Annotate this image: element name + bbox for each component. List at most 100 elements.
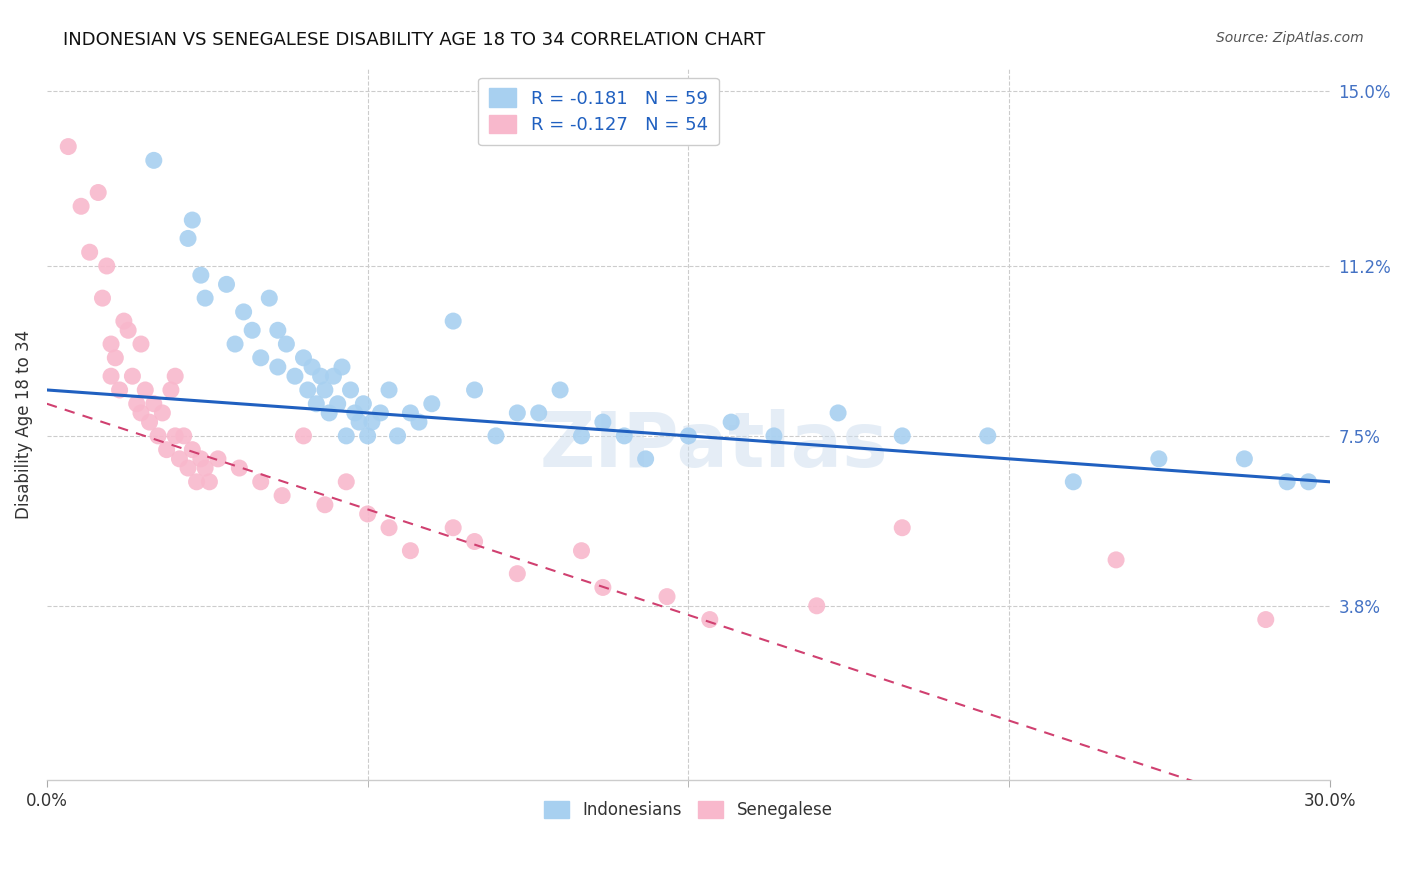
Point [240,323,263,337]
Point [129,337,152,351]
Point [259,291,281,305]
Point [267,323,290,337]
Point [121,369,143,384]
Point [370,406,392,420]
Point [827,406,849,420]
Point [326,397,349,411]
Point [339,383,361,397]
Point [1298,475,1320,489]
Point [142,153,165,168]
Point [399,543,422,558]
Point [160,383,183,397]
Point [655,590,678,604]
Point [104,351,127,365]
Point [592,581,614,595]
Point [165,429,187,443]
Point [134,383,156,397]
Point [464,534,486,549]
Point [548,383,571,397]
Point [156,442,179,457]
Point [720,415,742,429]
Point [181,442,204,457]
Point [117,323,139,337]
Point [100,337,122,351]
Point [592,415,614,429]
Text: ZIPatlas: ZIPatlas [540,409,889,483]
Point [1233,451,1256,466]
Y-axis label: Disability Age 18 to 34: Disability Age 18 to 34 [15,330,32,519]
Point [399,406,422,420]
Point [977,429,1000,443]
Point [297,383,319,397]
Point [1105,553,1128,567]
Point [146,429,169,443]
Point [58,139,80,153]
Point [441,314,464,328]
Point [165,369,187,384]
Point [361,415,384,429]
Point [678,429,700,443]
Point [138,415,160,429]
Point [96,259,118,273]
Point [305,397,328,411]
Point [292,429,315,443]
Point [1062,475,1084,489]
Point [806,599,828,613]
Point [408,415,430,429]
Point [207,451,229,466]
Point [335,475,357,489]
Text: INDONESIAN VS SENEGALESE DISABILITY AGE 18 TO 34 CORRELATION CHART: INDONESIAN VS SENEGALESE DISABILITY AGE … [63,31,765,49]
Point [284,369,307,384]
Point [347,415,370,429]
Point [198,475,221,489]
Point [87,186,110,200]
Point [194,291,217,305]
Point [125,397,148,411]
Point [177,461,200,475]
Point [108,383,131,397]
Point [79,245,101,260]
Point [1147,451,1170,466]
Point [142,397,165,411]
Point [224,337,246,351]
Point [420,397,443,411]
Point [441,521,464,535]
Point [314,383,336,397]
Point [249,351,271,365]
Point [181,213,204,227]
Point [292,351,315,365]
Point [169,451,191,466]
Point [129,406,152,420]
Point [177,231,200,245]
Point [190,451,212,466]
Point [232,305,254,319]
Point [464,383,486,397]
Point [330,359,353,374]
Point [91,291,114,305]
Point [699,613,721,627]
Point [249,475,271,489]
Point [70,199,93,213]
Point [356,429,378,443]
Point [1254,613,1277,627]
Point [613,429,636,443]
Point [186,475,208,489]
Point [267,359,290,374]
Point [378,383,401,397]
Point [194,461,217,475]
Point [343,406,366,420]
Point [485,429,508,443]
Point [100,369,122,384]
Point [571,543,593,558]
Point [891,429,914,443]
Point [527,406,550,420]
Point [190,268,212,282]
Point [228,461,250,475]
Point [378,521,401,535]
Point [215,277,238,292]
Point [173,429,195,443]
Point [506,566,529,581]
Point [571,429,593,443]
Point [762,429,785,443]
Point [301,359,323,374]
